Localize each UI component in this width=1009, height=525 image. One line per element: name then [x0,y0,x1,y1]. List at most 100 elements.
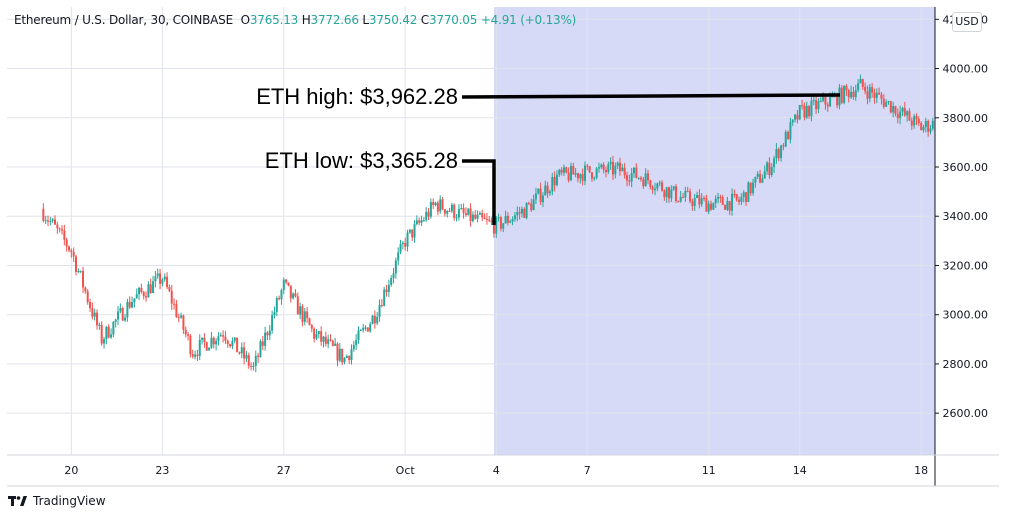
candle-body [499,217,502,229]
candle-body [506,215,509,223]
low-label: L [362,13,369,27]
candle-body [642,179,645,187]
candle-body [721,197,724,205]
time-tick-label: 23 [155,464,169,477]
candle-body [247,355,250,366]
candle-body [551,177,554,192]
candle-body [651,186,654,190]
time-tick-label: 7 [584,464,591,477]
candle-body [920,123,923,131]
candle-body [390,278,393,285]
candle-body [313,328,316,339]
candle-body [614,165,617,175]
candle-body [924,120,927,127]
candle-body [243,347,246,359]
candle-body [794,114,797,120]
candle-body [824,96,827,105]
candle-body [478,213,481,215]
time-tick-label: 18 [914,464,928,477]
candle-body [693,198,696,206]
candle-body [625,175,628,181]
candle-body [231,340,234,347]
candle-body [672,186,675,190]
candle-body [483,217,486,219]
candle-body [238,352,241,354]
candle-body [859,79,862,84]
price-tick-label: 3400.00 [943,210,989,223]
candle-body [294,293,297,297]
candle-body [555,174,558,186]
candle-body [268,330,271,336]
candle-body [453,204,456,219]
candle-body [75,256,78,272]
low-value: 3750.42 [368,13,418,27]
tradingview-brand[interactable]: TradingView [8,494,106,508]
price-axis[interactable]: 4200.004000.003800.003600.003400.003200.… [935,13,988,420]
candle-body [156,273,159,277]
candle-body [194,354,197,357]
candle-body [808,105,811,117]
candle-body [219,335,222,337]
candle-body [205,342,208,351]
eth-high-label: ETH high: $3,962.28 [256,84,458,109]
candle-body [397,252,400,261]
candle-body [364,327,367,329]
candle-body [77,270,80,272]
candle-body [324,336,327,344]
eth-high-line [461,93,841,99]
candle-body [894,106,897,114]
candle-body [873,92,876,98]
candle-body [607,164,610,173]
candle-body [567,172,570,181]
time-axis[interactable]: 20 23 27 Oct 4 7 11 14 18 [64,464,928,477]
candle-body [373,315,376,324]
candle-body [777,148,780,159]
candle-body [929,128,932,132]
candle-body [107,326,110,338]
candle-body [198,339,201,356]
candle-body [623,167,626,176]
candle-body [82,270,85,288]
candle-body [910,120,913,126]
candle-body [850,91,853,98]
candle-body [42,208,45,221]
candle-body [86,291,89,303]
candle-body [523,208,526,218]
price-tick-label: 4000.00 [943,63,989,76]
candle-body [91,308,94,317]
candle-body [600,164,603,168]
candle-body [518,212,521,214]
candle-body [675,186,678,201]
candle-body [889,101,892,113]
time-tick-label: 4 [493,464,500,477]
candle-body [100,324,103,344]
candle-body [871,87,874,93]
candle-body [791,119,794,123]
candle-body [917,118,920,124]
candle-body [866,91,869,99]
candle-body [843,85,846,103]
candle-body [135,294,138,299]
candle-body [861,79,864,87]
candle-body [191,354,194,357]
candle-body [782,145,785,147]
candle-body [336,343,339,361]
candle-body [366,327,369,332]
candle-body [348,355,351,361]
candle-body [597,167,600,169]
candle-body [163,276,166,280]
tradingview-logo-icon [8,495,28,507]
candle-body [798,105,801,120]
eth-low-line [462,159,496,225]
candle-body [266,332,269,336]
candle-body [387,284,390,292]
candle-body [812,100,815,102]
candle-body [299,306,302,315]
currency-button[interactable]: USD [952,12,982,32]
symbol-label[interactable]: Ethereum / U.S. Dollar, 30, COINBASE [14,13,233,27]
candle-body [271,315,274,331]
candle-body [583,165,586,181]
candle-body [278,298,281,300]
